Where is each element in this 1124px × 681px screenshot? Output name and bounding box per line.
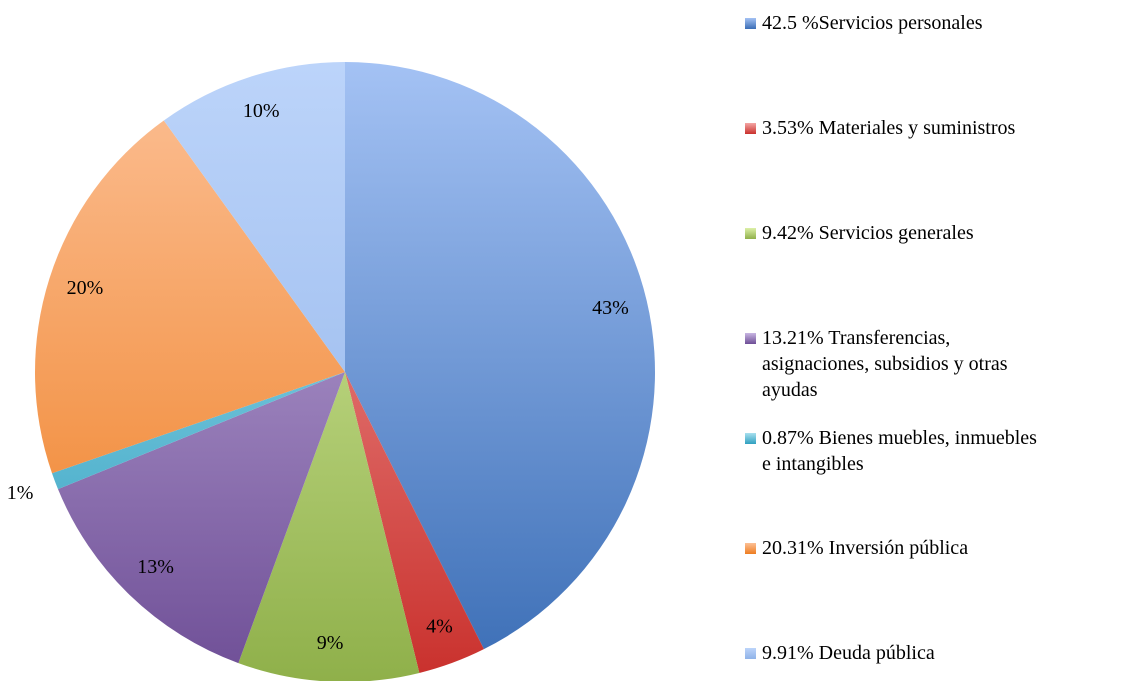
legend-label: 0.87% Bienes muebles, inmuebles e intang… (762, 427, 1037, 475)
legend-label: 9.91% Deuda pública (762, 642, 935, 664)
legend-item: 9.42% Servicios generales (745, 220, 1045, 246)
legend-label: 13.21% Transferencias, asignaciones, sub… (762, 327, 1008, 401)
legend-swatch (745, 433, 756, 444)
legend-swatch (745, 123, 756, 134)
pie-slice (52, 372, 346, 490)
legend-item: 0.87% Bienes muebles, inmuebles e intang… (745, 425, 1045, 477)
legend-label: 3.53% Materiales y suministros (762, 117, 1016, 139)
legend-swatch (745, 543, 756, 554)
legend-swatch (745, 228, 756, 239)
pie-slice (238, 372, 420, 681)
legend-swatch (745, 333, 756, 344)
data-label: 13% (137, 556, 174, 578)
data-label: 1% (7, 482, 34, 504)
chart: 43% 4% 9% 13% 1% 20% 10% (7, 62, 655, 681)
legend-label: 9.42% Servicios generales (762, 222, 974, 244)
pie-slice (163, 62, 345, 372)
pie-slice (345, 62, 655, 650)
data-label: 10% (243, 100, 280, 122)
legend-swatch (745, 648, 756, 659)
data-label: 9% (317, 632, 344, 654)
legend-item: 9.91% Deuda pública (745, 640, 1045, 666)
data-label: 4% (426, 616, 453, 638)
pie-slice (35, 120, 345, 474)
data-label: 20% (67, 277, 104, 299)
legend-label: 42.5 %Servicios personales (762, 12, 983, 34)
legend-item: 42.5 %Servicios personales (745, 10, 1045, 36)
pie-slice (345, 372, 484, 673)
data-label: 43% (592, 297, 629, 319)
pie-slice (57, 372, 345, 664)
legend-label: 20.31% Inversión pública (762, 537, 969, 559)
legend-swatch (745, 18, 756, 29)
legend-item: 13.21% Transferencias, asignaciones, sub… (745, 325, 1045, 403)
legend-item: 20.31% Inversión pública (745, 535, 1045, 561)
legend-item: 3.53% Materiales y suministros (745, 115, 1045, 141)
